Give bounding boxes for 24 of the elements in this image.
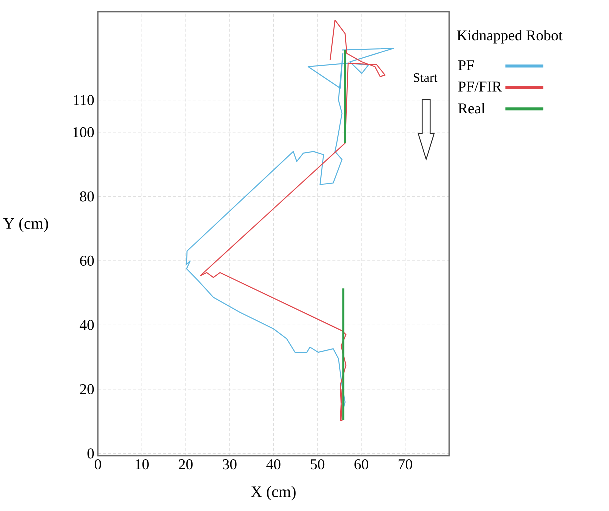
- y-tick-label: 80: [80, 192, 94, 202]
- y-axis-title: Y (cm): [4, 218, 48, 232]
- legend-label: Real: [458, 103, 486, 114]
- legend-title: Kidnapped Robot: [457, 30, 563, 44]
- legend-label: PF/FIR: [458, 82, 502, 92]
- y-tick-label: 40: [80, 320, 94, 330]
- legend-label: PF: [458, 60, 474, 70]
- x-tick-label: 60: [354, 460, 368, 470]
- y-tick-label: 20: [80, 384, 94, 395]
- y-tick-label: 110: [74, 95, 94, 106]
- x-tick-label: 10: [136, 460, 149, 470]
- y-tick-label: 60: [80, 256, 94, 266]
- x-tick-label: 40: [266, 460, 281, 470]
- x-tick-label: 50: [311, 460, 325, 470]
- x-tick-label: 30: [223, 460, 237, 470]
- x-axis-title: X (cm): [251, 486, 296, 501]
- x-tick-label: 70: [398, 460, 412, 470]
- line-series: [200, 20, 386, 422]
- x-tick-label: 20: [179, 460, 193, 470]
- y-tick-label: 0: [88, 448, 94, 459]
- y-tick-label: 100: [74, 127, 94, 138]
- annotation: Start: [414, 74, 438, 82]
- line-series: [186, 48, 394, 410]
- x-tick-label: 0: [94, 460, 102, 470]
